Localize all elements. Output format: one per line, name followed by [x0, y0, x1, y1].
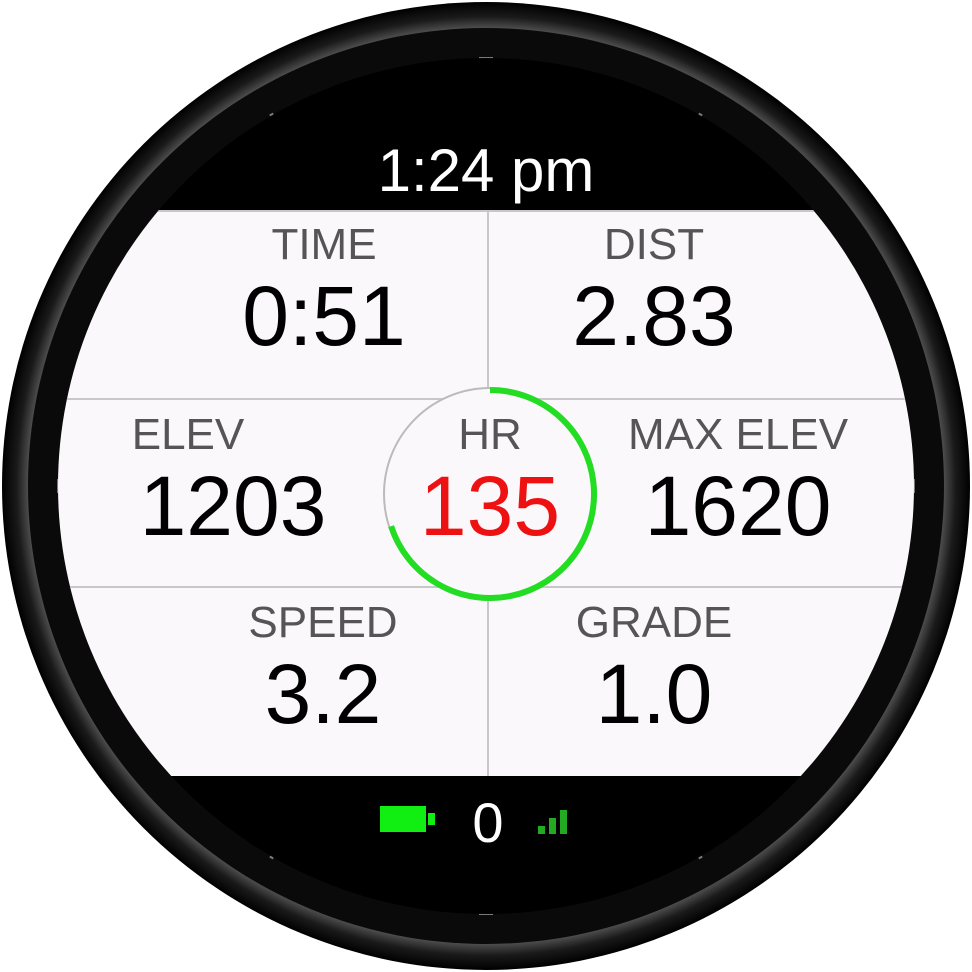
battery-cap	[428, 813, 435, 825]
field-hr-label: HR	[458, 410, 522, 459]
field-grade-label: GRADE	[575, 598, 733, 647]
field-speed: SPEED 3.2	[158, 598, 488, 740]
field-max-elev: MAX ELEV 1620	[608, 410, 868, 552]
status-count: 0	[472, 791, 504, 854]
field-hr-value: 135	[419, 459, 561, 553]
field-max-elev-value: 1620	[644, 459, 832, 553]
hr-progress-ring	[383, 387, 597, 601]
field-time: TIME 0:51	[58, 220, 590, 362]
field-dist-label: DIST	[603, 220, 705, 269]
field-max-elev-label: MAX ELEV	[627, 410, 849, 459]
signal-bars-icon	[538, 806, 578, 834]
divider-col-bottom	[487, 586, 489, 776]
field-speed-value: 3.2	[264, 647, 382, 741]
field-time-label: TIME	[271, 220, 377, 269]
status-bar: 0	[58, 791, 914, 856]
field-speed-label: SPEED	[248, 598, 398, 647]
field-elev: ELEV 1203	[78, 410, 408, 552]
battery-full-icon	[380, 806, 426, 832]
field-elev-label: ELEV	[131, 410, 245, 459]
signal-bar	[549, 818, 556, 834]
field-dist-value: 2.83	[572, 269, 736, 363]
field-elev-value: 1203	[139, 459, 327, 553]
field-hr: HR 135	[380, 410, 600, 552]
divider-col-top	[487, 210, 489, 398]
divider-top	[58, 210, 914, 212]
field-time-value: 0:51	[242, 269, 406, 363]
field-grade-value: 1.0	[595, 647, 713, 741]
field-grade: GRADE 1.0	[489, 598, 819, 740]
signal-bar	[560, 810, 567, 834]
hr-ring-arc	[388, 387, 597, 601]
watch-screen: 1:24 pm TIME 0:51 DIST 2.83 ELEV 1203 MA…	[58, 58, 914, 914]
clock-time: 1:24 pm	[377, 137, 595, 204]
field-dist: DIST 2.83	[489, 220, 819, 362]
signal-bar	[538, 826, 545, 834]
